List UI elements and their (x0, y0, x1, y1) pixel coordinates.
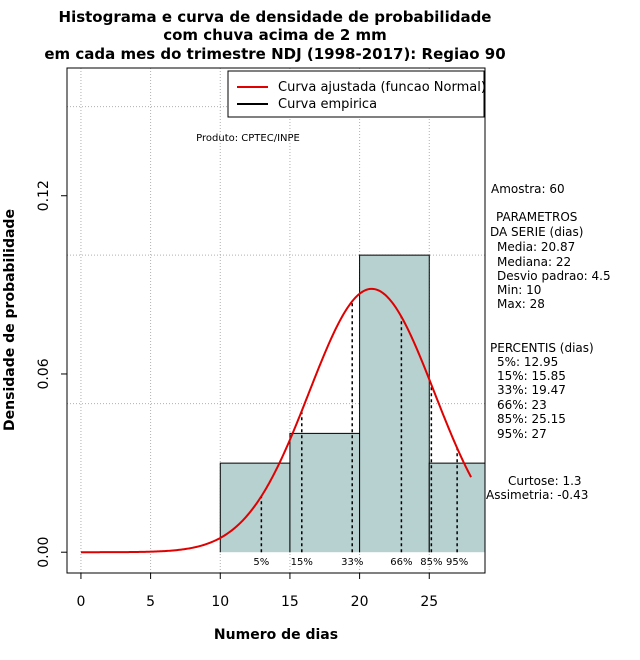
x-tick-label-1: 5 (146, 594, 155, 610)
perc-5: 5%: 12.95 (497, 355, 558, 369)
histogram-bar-0 (220, 463, 290, 553)
param-header-1: PARAMETROS (496, 210, 577, 224)
normal-curve-group (80, 287, 472, 554)
x-tick-label-5: 25 (420, 594, 438, 610)
percentile-label-0: 5% (253, 557, 269, 568)
percentile-label-4: 85% (420, 557, 442, 568)
percentile-label-5: 95% (446, 557, 468, 568)
histogram-bar-1 (289, 433, 360, 553)
x-axis-title: Numero de dias (214, 627, 338, 643)
param-mediana: Mediana: 22 (497, 255, 571, 269)
percentile-label-1: 15% (291, 557, 313, 568)
param-media: Media: 20.87 (497, 240, 575, 254)
param-desvio: Desvio padrao: 4.5 (497, 269, 611, 283)
y-axis: 0.00 0.06 0.12 (36, 180, 68, 568)
perc-66: 66%: 23 (497, 398, 547, 412)
perc-95: 95%: 27 (497, 427, 547, 441)
x-tick-label-2: 10 (211, 594, 229, 610)
normal-curve (80, 287, 472, 554)
stat-assimetria: Assimetria: -0.43 (486, 488, 588, 502)
legend-label-fitted: Curva ajustada (funcao Normal) (278, 80, 486, 95)
y-tick-label-1: 0.06 (36, 358, 52, 389)
legend-box (227, 70, 485, 118)
chart-title-line-1: Histograma e curva de densidade de proba… (59, 8, 492, 26)
x-tick-label-3: 15 (281, 594, 299, 610)
product-label: Produto: CPTEC/INPE (196, 133, 300, 144)
param-min: Min: 10 (497, 283, 541, 297)
legend: Curva ajustada (funcao Normal) Curva emp… (227, 70, 486, 118)
y-tick-label-0: 0.00 (36, 537, 52, 568)
perc-33: 33%: 19.47 (497, 383, 566, 397)
stat-curtose: Curtose: 1.3 (508, 474, 582, 488)
y-tick-label-2: 0.12 (36, 180, 52, 211)
histogram-bar-outline-2 (359, 254, 430, 553)
y-axis-title: Densidade de probabilidade (2, 209, 18, 431)
perc-15: 15%: 15.85 (497, 369, 566, 383)
x-tick-label-4: 20 (351, 594, 369, 610)
param-header-2: DA SERIE (dias) (490, 225, 583, 239)
chart-title-line-2: com chuva acima de 2 mm (163, 26, 387, 44)
chart-title-line-3: em cada mes do trimestre NDJ (1998-2017)… (44, 45, 505, 63)
legend-label-empirical: Curva empirica (278, 97, 377, 112)
param-max: Max: 28 (497, 297, 545, 311)
x-axis: 0 5 10 15 20 25 (76, 572, 438, 610)
x-tick-label-0: 0 (76, 594, 85, 610)
percentile-lines: 5% 15% 33% 66% 85% 95% (253, 301, 468, 568)
percentile-label-3: 66% (390, 557, 412, 568)
percentile-label-2: 33% (341, 557, 363, 568)
histogram-bar-2 (359, 255, 430, 553)
perc-85: 85%: 25.15 (497, 412, 566, 426)
perc-header: PERCENTIS (dias) (490, 341, 594, 355)
stat-amostra: Amostra: 60 (491, 182, 565, 196)
stats-panel: Amostra: 60 PARAMETROS DA SERIE (dias) M… (486, 182, 611, 502)
